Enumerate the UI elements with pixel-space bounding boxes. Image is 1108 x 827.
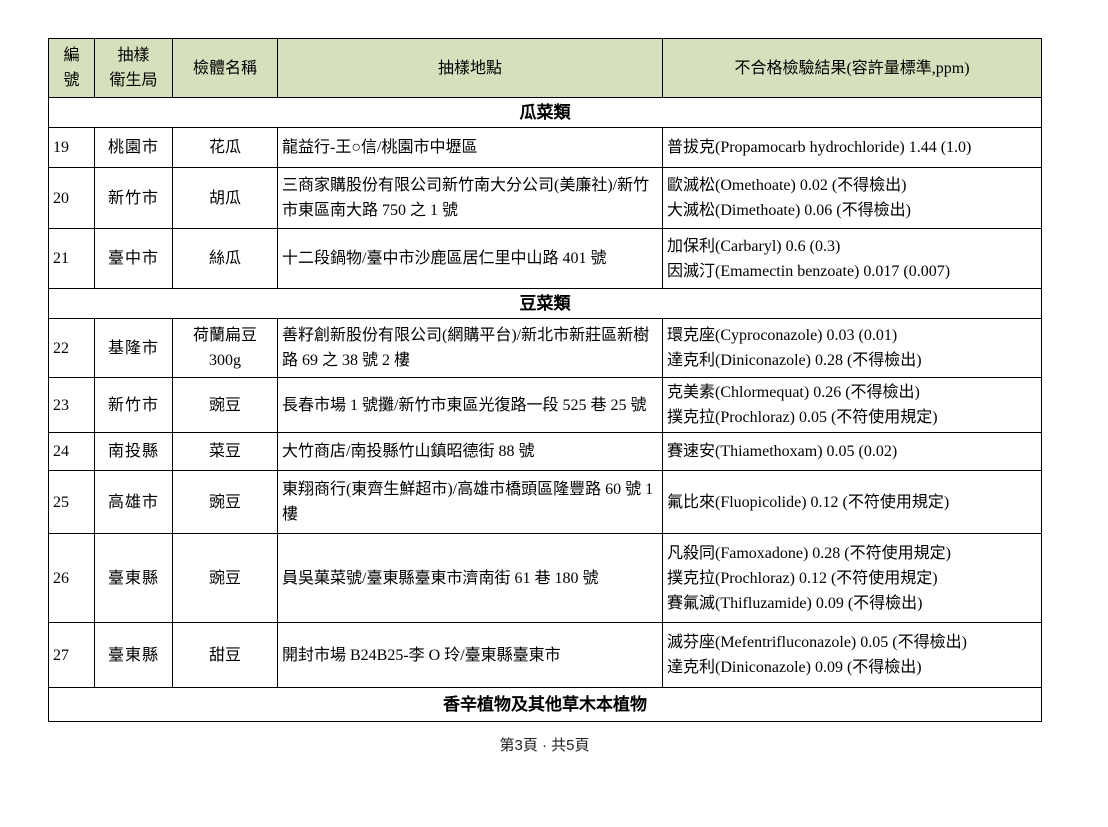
cell-location: 大竹商店/南投縣竹山鎮昭德街 88 號 bbox=[277, 432, 663, 471]
cell-number: 19 bbox=[48, 127, 95, 168]
cell-location: 東翔商行(東齊生鮮超市)/高雄市橋頭區隆豐路 60 號 1 樓 bbox=[277, 470, 663, 534]
cell-number: 26 bbox=[48, 533, 95, 623]
page-footer: 第3頁 · 共5頁 bbox=[499, 737, 590, 754]
cell-number: 23 bbox=[48, 377, 95, 433]
cell-results: 滅芬座(Mefentrifluconazole) 0.05 (不得檢出) 達克利… bbox=[662, 622, 1042, 688]
result-line: 環克座(Cyproconazole) 0.03 (0.01) bbox=[667, 327, 898, 344]
cell-number: 24 bbox=[48, 432, 95, 471]
section-header-melon-vegetables: 瓜菜類 bbox=[48, 97, 1042, 128]
cell-location: 十二段鍋物/臺中市沙鹿區居仁里中山路 401 號 bbox=[277, 228, 663, 289]
cell-location: 員吳菓菜號/臺東縣臺東市濟南街 61 巷 180 號 bbox=[277, 533, 663, 623]
cell-bureau: 高雄市 bbox=[94, 470, 173, 534]
cell-bureau: 新竹市 bbox=[94, 377, 173, 433]
result-line: 賽速安(Thiamethoxam) 0.05 (0.02) bbox=[667, 443, 898, 460]
cell-results: 普拔克(Propamocarb hydrochloride) 1.44 (1.0… bbox=[662, 127, 1042, 168]
result-line: 克美素(Chlormequat) 0.26 (不得檢出) bbox=[667, 384, 920, 401]
column-header-location: 抽樣地點 bbox=[277, 38, 663, 98]
table-row: 23 新竹市 豌豆 長春市場 1 號攤/新竹市東區光復路一段 525 巷 25 … bbox=[48, 377, 1042, 433]
cell-bureau: 桃園市 bbox=[94, 127, 173, 168]
cell-bureau: 南投縣 bbox=[94, 432, 173, 471]
cell-bureau: 臺東縣 bbox=[94, 533, 173, 623]
table-header-row: 編 號 抽樣 衛生局 檢體名稱 抽樣地點 不合格檢驗結果(容許量標準,ppm) bbox=[48, 38, 1042, 98]
section-row: 瓜菜類 bbox=[48, 97, 1042, 128]
cell-sample-name: 絲瓜 bbox=[172, 228, 278, 289]
table-row: 19 桃園市 花瓜 龍益行-王○信/桃園市中壢區 普拔克(Propamocarb… bbox=[48, 127, 1042, 168]
table-row: 26 臺東縣 豌豆 員吳菓菜號/臺東縣臺東市濟南街 61 巷 180 號 凡殺同… bbox=[48, 533, 1042, 623]
result-line: 滅芬座(Mefentrifluconazole) 0.05 (不得檢出) bbox=[667, 634, 967, 651]
result-line: 賽氟滅(Thifluzamide) 0.09 (不得檢出) bbox=[667, 594, 923, 612]
table-row: 22 基隆市 荷蘭扁豆 300g 善籽創新股份有限公司(網購平台)/新北市新莊區… bbox=[48, 318, 1042, 378]
cell-location: 龍益行-王○信/桃園市中壢區 bbox=[277, 127, 663, 168]
table-row: 25 高雄市 豌豆 東翔商行(東齊生鮮超市)/高雄市橋頭區隆豐路 60 號 1 … bbox=[48, 470, 1042, 534]
result-line: 撲克拉(Prochloraz) 0.12 (不符使用規定) bbox=[667, 569, 938, 587]
cell-sample-name: 荷蘭扁豆 300g bbox=[172, 318, 278, 378]
cell-number: 21 bbox=[48, 228, 95, 289]
cell-number: 27 bbox=[48, 622, 95, 688]
section-header-bean-vegetables: 豆菜類 bbox=[48, 288, 1042, 319]
section-row: 豆菜類 bbox=[48, 288, 1042, 319]
column-header-bureau: 抽樣 衛生局 bbox=[94, 38, 173, 98]
table-row: 27 臺東縣 甜豆 開封市場 B24B25-李 O 玲/臺東縣臺東市 滅芬座(M… bbox=[48, 622, 1042, 688]
result-line: 氟比來(Fluopicolide) 0.12 (不符使用規定) bbox=[667, 493, 950, 511]
cell-results: 歐滅松(Omethoate) 0.02 (不得檢出) 大滅松(Dimethoat… bbox=[662, 167, 1042, 229]
result-line: 歐滅松(Omethoate) 0.02 (不得檢出) bbox=[667, 177, 907, 194]
cell-sample-name: 豌豆 bbox=[172, 470, 278, 534]
cell-results: 克美素(Chlormequat) 0.26 (不得檢出) 撲克拉(Prochlo… bbox=[662, 377, 1042, 433]
cell-sample-name: 豌豆 bbox=[172, 377, 278, 433]
table-row: 21 臺中市 絲瓜 十二段鍋物/臺中市沙鹿區居仁里中山路 401 號 加保利(C… bbox=[48, 228, 1042, 289]
cell-results: 加保利(Carbaryl) 0.6 (0.3) 因滅汀(Emamectin be… bbox=[662, 228, 1042, 289]
column-header-number: 編 號 bbox=[48, 38, 95, 98]
table-row: 20 新竹市 胡瓜 三商家購股份有限公司新竹南大分公司(美廉社)/新竹市東區南大… bbox=[48, 167, 1042, 229]
report-page: 編 號 抽樣 衛生局 檢體名稱 抽樣地點 不合格檢驗結果(容許量標準,ppm) … bbox=[0, 38, 1108, 827]
cell-bureau: 基隆市 bbox=[94, 318, 173, 378]
cell-location: 開封市場 B24B25-李 O 玲/臺東縣臺東市 bbox=[277, 622, 663, 688]
result-line: 撲克拉(Prochloraz) 0.05 (不符使用規定) bbox=[667, 409, 938, 426]
cell-number: 20 bbox=[48, 167, 95, 229]
result-line: 凡殺同(Famoxadone) 0.28 (不符使用規定) bbox=[667, 544, 951, 562]
result-line: 達克利(Diniconazole) 0.28 (不得檢出) bbox=[667, 352, 922, 369]
table-row: 24 南投縣 菜豆 大竹商店/南投縣竹山鎮昭德街 88 號 賽速安(Thiame… bbox=[48, 432, 1042, 471]
cell-location: 三商家購股份有限公司新竹南大分公司(美廉社)/新竹市東區南大路 750 之 1 … bbox=[277, 167, 663, 229]
inspection-results-table: 編 號 抽樣 衛生局 檢體名稱 抽樣地點 不合格檢驗結果(容許量標準,ppm) … bbox=[48, 38, 1042, 722]
cell-sample-name: 豌豆 bbox=[172, 533, 278, 623]
cell-sample-name: 菜豆 bbox=[172, 432, 278, 471]
result-line: 普拔克(Propamocarb hydrochloride) 1.44 (1.0… bbox=[667, 139, 972, 156]
cell-results: 賽速安(Thiamethoxam) 0.05 (0.02) bbox=[662, 432, 1042, 471]
cell-number: 22 bbox=[48, 318, 95, 378]
result-line: 大滅松(Dimethoate) 0.06 (不得檢出) bbox=[667, 202, 911, 219]
result-line: 因滅汀(Emamectin benzoate) 0.017 (0.007) bbox=[667, 262, 951, 280]
cell-bureau: 臺東縣 bbox=[94, 622, 173, 688]
cell-bureau: 新竹市 bbox=[94, 167, 173, 229]
section-header-spice-plants: 香辛植物及其他草木本植物 bbox=[48, 687, 1042, 722]
cell-location: 善籽創新股份有限公司(網購平台)/新北市新莊區新樹路 69 之 38 號 2 樓 bbox=[277, 318, 663, 378]
section-row: 香辛植物及其他草木本植物 bbox=[48, 687, 1042, 722]
cell-results: 凡殺同(Famoxadone) 0.28 (不符使用規定) 撲克拉(Prochl… bbox=[662, 533, 1042, 623]
cell-bureau: 臺中市 bbox=[94, 228, 173, 289]
cell-sample-name: 花瓜 bbox=[172, 127, 278, 168]
cell-results: 氟比來(Fluopicolide) 0.12 (不符使用規定) bbox=[662, 470, 1042, 534]
column-header-sample: 檢體名稱 bbox=[172, 38, 278, 98]
column-header-results: 不合格檢驗結果(容許量標準,ppm) bbox=[662, 38, 1042, 98]
cell-location: 長春市場 1 號攤/新竹市東區光復路一段 525 巷 25 號 bbox=[277, 377, 663, 433]
result-line: 達克利(Diniconazole) 0.09 (不得檢出) bbox=[667, 659, 922, 676]
cell-sample-name: 甜豆 bbox=[172, 622, 278, 688]
cell-results: 環克座(Cyproconazole) 0.03 (0.01) 達克利(Dinic… bbox=[662, 318, 1042, 378]
cell-number: 25 bbox=[48, 470, 95, 534]
result-line: 加保利(Carbaryl) 0.6 (0.3) bbox=[667, 237, 841, 255]
cell-sample-name: 胡瓜 bbox=[172, 167, 278, 229]
